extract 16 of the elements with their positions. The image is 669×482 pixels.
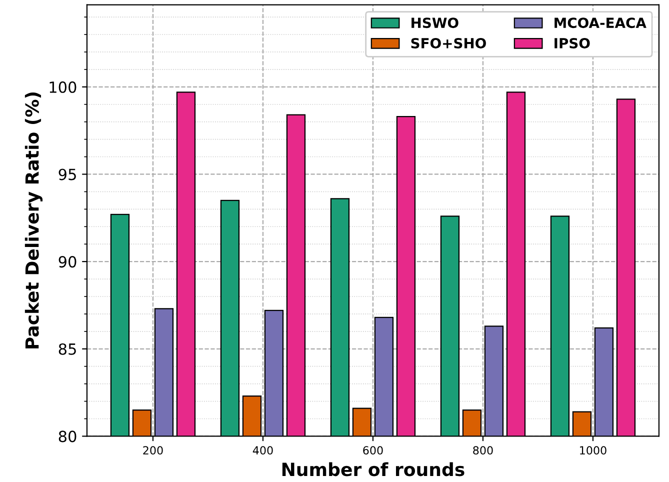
y-axis-title: Packet Delivery Ratio (%) bbox=[24, 92, 43, 348]
y-tick-label: 90 bbox=[58, 256, 76, 268]
x-tick-label: 1000 bbox=[580, 446, 606, 455]
y-tick-label: 85 bbox=[58, 343, 76, 355]
y-tick-label: 80 bbox=[58, 430, 76, 442]
y-tick-label: 100 bbox=[50, 81, 76, 93]
x-tick-label: 400 bbox=[252, 446, 273, 455]
x-tick-label: 200 bbox=[143, 446, 163, 455]
x-tick-label: 800 bbox=[473, 446, 493, 455]
x-axis-title: Number of rounds bbox=[282, 462, 464, 476]
legend-label: HSWO bbox=[412, 18, 458, 28]
legend-label: SFO+SHO bbox=[411, 38, 486, 48]
x-tick-label: 600 bbox=[363, 446, 383, 455]
legend-label: MCOA-EACA bbox=[554, 18, 646, 28]
legend-label: IPSO bbox=[554, 38, 590, 48]
y-tick-label: 95 bbox=[58, 168, 76, 180]
